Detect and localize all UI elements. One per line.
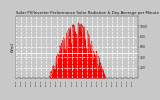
Y-axis label: W/m2: W/m2 <box>11 42 15 52</box>
Text: Solar PV/Inverter Performance Solar Radiation & Day Average per Minute: Solar PV/Inverter Performance Solar Radi… <box>16 11 159 15</box>
